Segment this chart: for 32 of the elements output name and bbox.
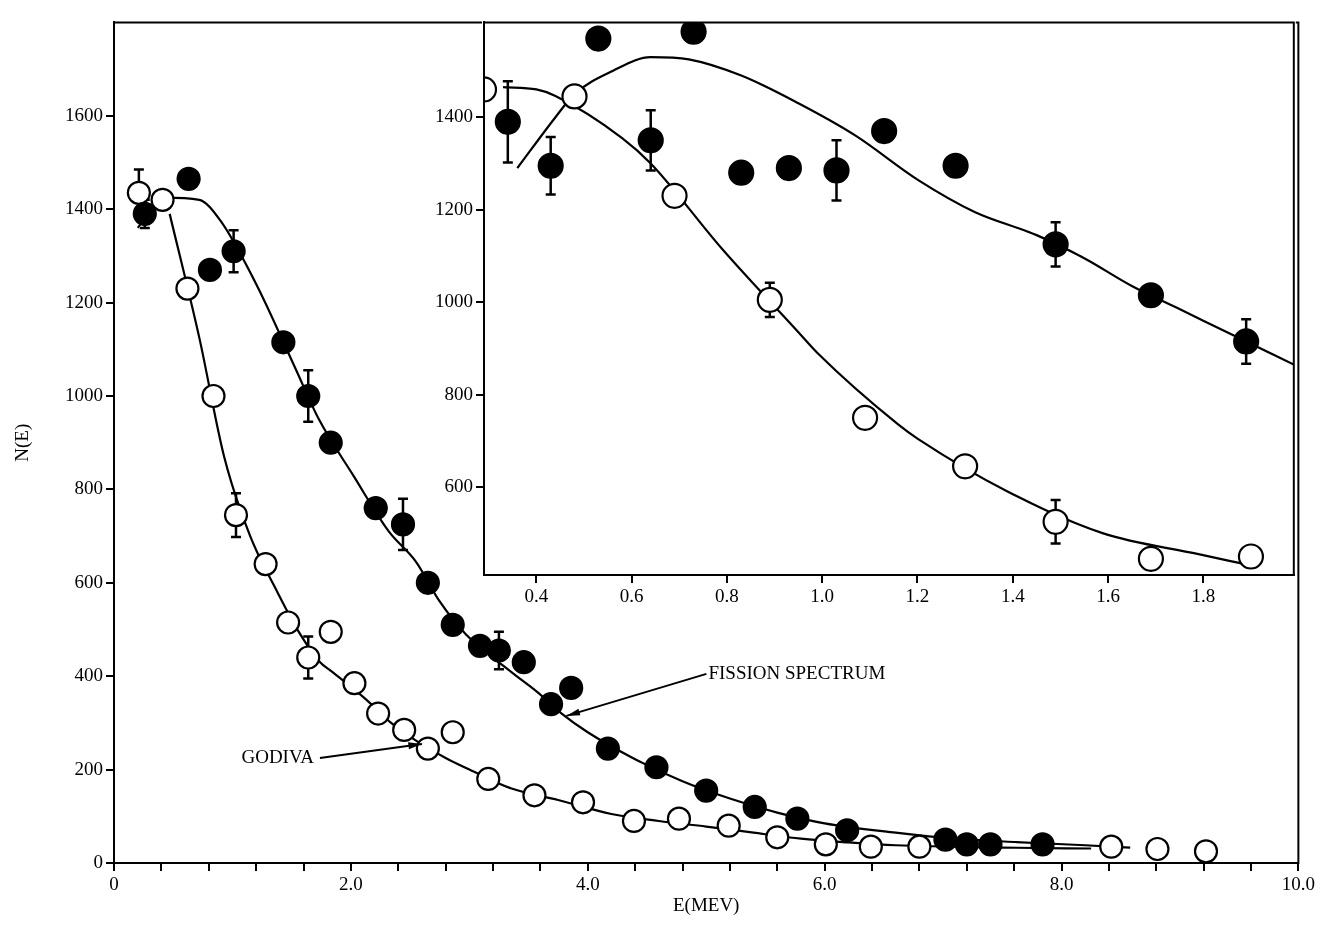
x-tick-label: 8.0 [1049, 873, 1074, 895]
y-tick-label: 1200 [65, 290, 103, 312]
x-tick-label: 0.6 [619, 585, 644, 607]
y-tick-label: 600 [444, 475, 473, 497]
x-tick-label: 2.0 [339, 873, 363, 895]
y-tick-label: 800 [444, 382, 473, 404]
x-tick-label: 1.0 [810, 585, 835, 607]
x-tick-label: 4.0 [575, 873, 600, 895]
x-tick-label: 1.8 [1191, 585, 1216, 607]
x-tick-label: 6.0 [812, 873, 837, 895]
x-axis-title: E(MEV) [672, 893, 740, 916]
y-tick-label: 600 [74, 570, 103, 592]
x-tick-label: 10.0 [1281, 873, 1315, 895]
y-tick-label: 1200 [435, 197, 473, 219]
y-tick-label: 0 [93, 850, 103, 872]
x-tick-label: 1.2 [905, 585, 930, 607]
x-tick-label: 1.4 [1000, 585, 1026, 607]
y-tick-label: 1600 [65, 103, 103, 125]
y-tick-label: 1000 [65, 383, 103, 405]
y-tick-label: 1400 [65, 197, 103, 219]
y-tick-label: 200 [74, 757, 103, 779]
x-tick-label: 1.6 [1096, 585, 1120, 607]
y-tick-label: 1000 [435, 290, 473, 312]
x-tick-label: 0.4 [524, 585, 549, 607]
x-tick-label: 0 [109, 873, 119, 895]
y-tick-label: 400 [74, 664, 103, 686]
y-axis-title: N(E) [11, 423, 34, 462]
annotation: GODIVA [241, 745, 315, 767]
y-tick-label: 800 [74, 477, 103, 499]
y-tick-label: 1400 [435, 105, 473, 127]
x-tick-label: 0.8 [715, 585, 739, 607]
annotation: FISSION SPECTRUM [708, 661, 886, 683]
